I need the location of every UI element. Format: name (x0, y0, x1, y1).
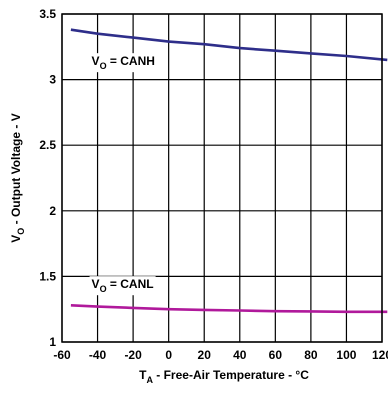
y-tick-label: 1.5 (39, 269, 56, 283)
series-lines (70, 28, 388, 314)
x-axis-title-sub: A (146, 375, 153, 385)
x-tick-label: -20 (124, 348, 142, 362)
x-axis-title: TA - Free-Air Temperature - °C (139, 368, 309, 385)
series-annotation-background (89, 276, 156, 296)
y-axis-title-rest: - Output Voltage - V (9, 113, 23, 227)
series-annotation-background (89, 53, 157, 73)
plot-frame (61, 13, 383, 343)
series-line (70, 28, 388, 62)
series-annotation-main: V (92, 54, 100, 68)
x-tick-label: 100 (336, 348, 356, 362)
series-annotation-rest: = CANH (107, 54, 155, 68)
y-tick-label: 2 (49, 204, 56, 218)
x-tick-label: 20 (198, 348, 212, 362)
series-annotation-main: V (92, 277, 100, 291)
x-tick-label: 40 (233, 348, 247, 362)
y-axis-title-main: V (9, 235, 23, 243)
x-tick-label: 80 (304, 348, 318, 362)
y-axis-title-sub: O (16, 228, 26, 235)
x-tick-label: 60 (269, 348, 283, 362)
y-tick-label: 3 (49, 73, 56, 87)
y-tick-labels: 1 1.5 2 2.5 3 3.5 (39, 7, 56, 349)
x-tick-labels: -60 -40 -20 0 20 40 60 80 100 120 (53, 348, 388, 362)
series-annotation: VO = CANH (92, 54, 155, 71)
x-tick-label: -60 (53, 348, 71, 362)
x-axis-title-rest: - Free-Air Temperature - °C (153, 368, 309, 382)
series-line (70, 304, 388, 314)
series-annotation-sub: O (100, 284, 107, 294)
series-annotation-rest: = CANL (107, 277, 154, 291)
y-tick-label: 1 (49, 335, 56, 349)
y-axis-title: VO - Output Voltage - V (9, 113, 26, 242)
x-tick-label: 120 (372, 348, 388, 362)
series-annotation-sub: O (100, 61, 107, 71)
y-tick-label: 3.5 (39, 7, 56, 21)
x-tick-label: -40 (89, 348, 107, 362)
x-axis-title-main: T (139, 368, 147, 382)
series-annotation: VO = CANL (92, 277, 154, 294)
x-tick-label: 0 (165, 348, 172, 362)
y-tick-label: 2.5 (39, 138, 56, 152)
